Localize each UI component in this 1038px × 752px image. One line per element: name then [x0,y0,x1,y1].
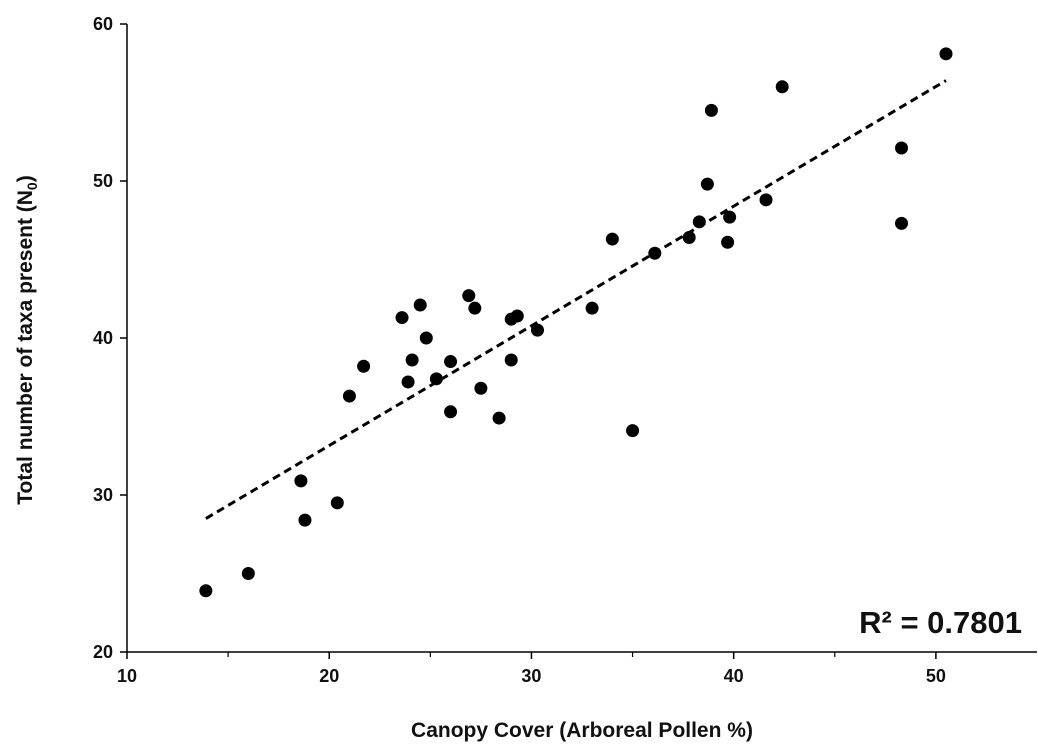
y-tick-label: 20 [93,642,113,662]
data-point [585,301,599,315]
data-point [474,381,488,395]
data-point [626,424,640,438]
data-point [692,215,706,229]
data-point [531,323,545,337]
data-point [759,193,773,207]
data-point [342,389,356,403]
x-tick-label: 10 [117,666,137,686]
data-point [895,216,909,230]
trendline [205,79,947,520]
data-point [721,235,735,249]
data-point [429,372,443,386]
data-point [241,567,255,580]
data-point [775,80,789,94]
data-point [298,513,312,527]
x-tick-label: 30 [521,666,541,686]
y-tick-label: 60 [93,14,113,34]
data-point [330,496,344,510]
y-axis-title-close: ) [14,175,37,182]
data-point [648,246,662,260]
data-point [700,177,714,191]
data-point [405,353,419,367]
y-axis-title-subscript: 0 [24,182,40,190]
data-point [939,47,953,61]
data-point [492,411,506,425]
data-point [413,298,427,312]
data-point [704,103,718,117]
trendline-group [205,79,947,520]
data-point [395,311,409,325]
data-point [462,289,476,303]
data-point [605,232,619,246]
r-squared-annotation: R² = 0.7801 [859,605,1022,640]
data-point [895,141,909,155]
data-point [723,210,737,224]
data-point [419,331,433,345]
data-point [199,584,213,598]
y-axis-title-main: Total number of taxa present (N [14,190,37,505]
y-axis-title: Total number of taxa present (N0) [14,175,40,504]
data-point [401,375,415,389]
data-point [468,301,482,315]
data-point [682,231,696,245]
y-tick-label: 30 [93,485,113,505]
y-tick-label: 40 [93,328,113,348]
data-point [510,309,524,323]
x-tick-label: 20 [319,666,339,686]
data-point [294,474,308,488]
x-axis-title: Canopy Cover (Arboreal Pollen %) [411,719,753,742]
data-point [504,353,518,367]
data-point [444,355,458,369]
points-group [199,47,953,598]
y-tick-label: 50 [93,171,113,191]
x-tick-label: 50 [926,666,946,686]
data-point [444,405,458,419]
data-point [357,359,371,373]
x-tick-label: 40 [724,666,744,686]
